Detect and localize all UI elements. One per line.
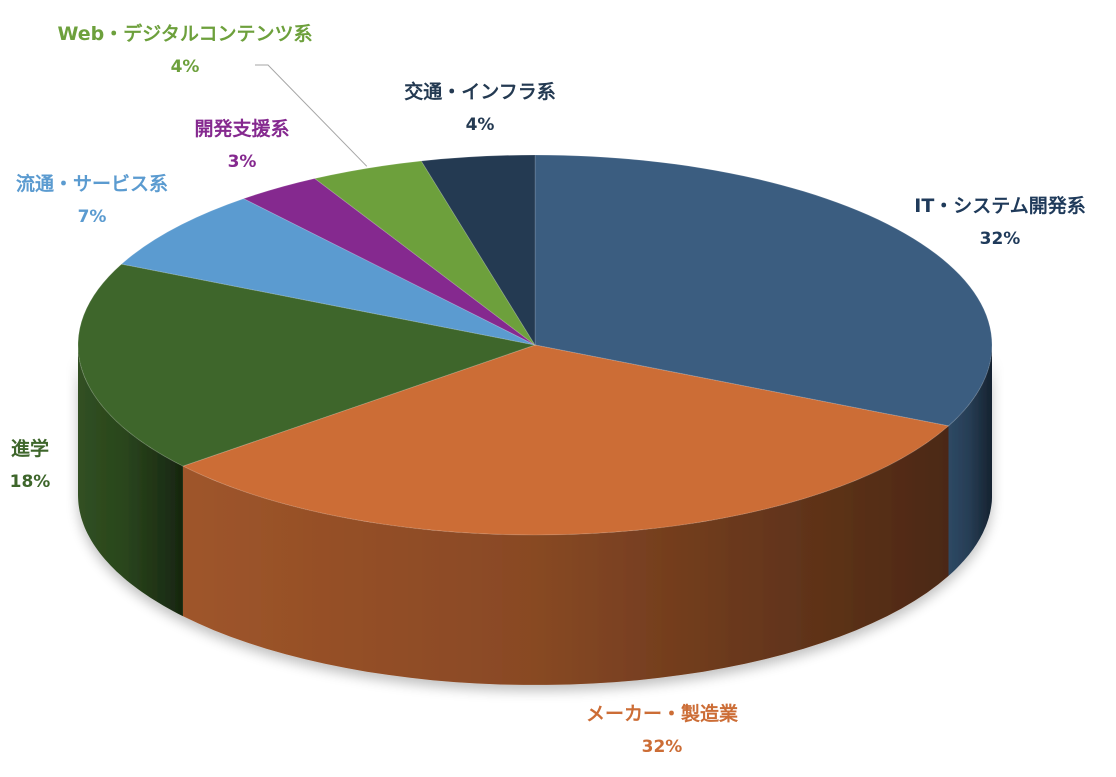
slice-1-percent-label: 32% xyxy=(642,737,683,757)
slice-3-percent-label: 7% xyxy=(78,207,107,227)
slice-2-side-shade xyxy=(78,345,183,617)
slice-6-wedge xyxy=(420,154,536,347)
slice-0-label: IT・システム開発系 xyxy=(914,194,1085,217)
slice-1-wedge xyxy=(181,344,950,536)
slice-4-label: 開発支援系 xyxy=(194,117,289,140)
slice-5-percent-label: 4% xyxy=(171,57,200,77)
slice-1-side-shade xyxy=(182,425,949,685)
slice-2-percent-label: 18% xyxy=(10,472,51,492)
slice-0-wedge xyxy=(534,154,993,427)
slice-4-percent-label: 3% xyxy=(228,152,257,172)
slice-5-label: Web・デジタルコンテンツ系 xyxy=(57,22,312,45)
slice-0-percent-label: 32% xyxy=(980,229,1021,249)
slice-6-label: 交通・インフラ系 xyxy=(404,80,555,103)
slice-1-label: メーカー・製造業 xyxy=(586,702,739,725)
slice-3-wedge xyxy=(120,198,536,346)
slice-5-wedge xyxy=(313,160,536,346)
slice-5-leader-line xyxy=(255,64,368,167)
slice-3-label: 流通・サービス系 xyxy=(16,172,168,195)
slice-2-label: 進学 xyxy=(11,437,49,460)
slice-2-wedge xyxy=(77,263,537,467)
slice-4-wedge xyxy=(242,177,536,346)
slice-0-side-shade xyxy=(948,345,992,576)
slice-6-percent-label: 4% xyxy=(466,115,495,135)
